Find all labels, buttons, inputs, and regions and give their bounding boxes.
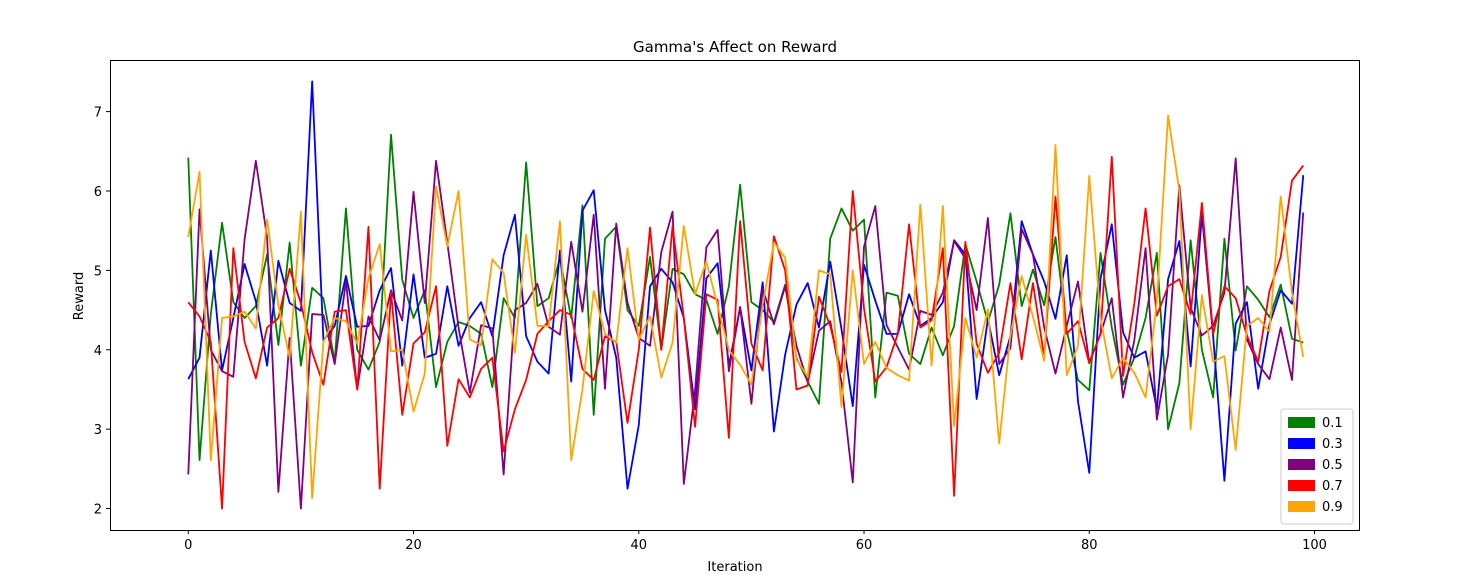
y-tick-label: 7 <box>94 106 102 121</box>
x-tick-label: 100 <box>1302 538 1327 553</box>
x-tick-label: 20 <box>405 538 422 553</box>
y-tick-label: 3 <box>94 423 102 438</box>
legend-label: 0.1 <box>1322 416 1343 431</box>
series-line-0-9 <box>187 114 1305 500</box>
x-tick-label: 40 <box>630 538 647 553</box>
x-axis-ticks: 0 20 40 60 80 100 <box>184 530 1327 553</box>
x-tick-label: 60 <box>856 538 873 553</box>
series-line-0-7 <box>187 155 1304 510</box>
legend-label: 0.3 <box>1322 437 1343 452</box>
y-axis-label: Reward <box>72 272 87 320</box>
y-tick-label: 6 <box>94 185 102 200</box>
legend-swatch <box>1288 417 1315 428</box>
legend-box <box>1280 408 1354 525</box>
legend: 0.1 0.3 0.5 0.7 0.9 <box>1280 408 1354 525</box>
legend-swatch <box>1288 480 1315 491</box>
x-axis-label: Iteration <box>707 560 762 575</box>
x-tick-label: 0 <box>184 538 192 553</box>
y-tick-label: 4 <box>94 344 102 359</box>
series-layer <box>187 80 1305 510</box>
y-tick-label: 2 <box>94 503 102 518</box>
legend-label: 0.7 <box>1322 479 1343 494</box>
chart-title: Gamma's Affect on Reward <box>633 38 837 56</box>
legend-swatch <box>1288 438 1315 449</box>
series-line-0-5 <box>187 157 1305 510</box>
legend-swatch <box>1288 501 1315 512</box>
x-tick-label: 80 <box>1081 538 1098 553</box>
y-tick-label: 5 <box>94 264 102 279</box>
legend-swatch <box>1288 459 1315 470</box>
y-axis-ticks: 2 3 4 5 6 7 <box>94 106 110 518</box>
legend-label: 0.9 <box>1322 500 1343 515</box>
legend-label: 0.5 <box>1322 458 1343 473</box>
plot-frame <box>110 60 1360 531</box>
